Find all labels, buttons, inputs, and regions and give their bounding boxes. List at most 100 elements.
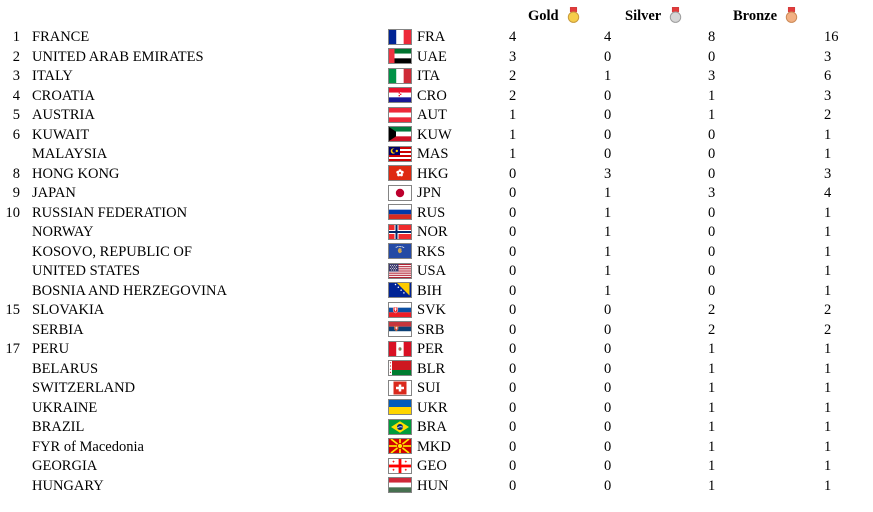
gold-cell: 0: [509, 399, 517, 416]
code-cell: UKR: [417, 399, 448, 416]
rank-cell: 2: [12, 48, 20, 65]
code-cell: RUS: [417, 204, 446, 221]
flag-peru-icon: [388, 340, 412, 357]
code-cell: JPN: [417, 185, 442, 201]
silver-cell: 1: [604, 204, 612, 221]
silver-cell: 0: [604, 126, 612, 143]
bronze-cell: 0: [708, 146, 716, 162]
rank-cell: [0, 282, 24, 302]
gold-cell: 1: [509, 107, 517, 123]
gold-cell: 0: [509, 321, 517, 338]
bronze-cell: 0: [708, 282, 716, 299]
rank-cell: 4: [12, 87, 20, 104]
code-cell: USA: [417, 263, 447, 279]
table-row: FYR of Macedonia MKD 0 0 1 1: [0, 438, 873, 458]
flag-united-arab-emirates-icon: [388, 48, 412, 65]
country-cell: SWITZERLAND: [32, 380, 136, 396]
silver-cell: 0: [604, 419, 612, 435]
rank-cell: 3: [12, 68, 20, 84]
flag-cell: [388, 106, 414, 126]
bronze-cell: 0: [708, 126, 716, 143]
flag-united-states-icon: [388, 262, 412, 279]
gold-cell: 0: [509, 380, 517, 396]
country-cell: FRANCE: [32, 29, 90, 45]
flag-cell: [388, 438, 414, 458]
flag-italy-icon: [388, 67, 412, 84]
total-cell: 1: [824, 146, 832, 162]
silver-cell: 0: [604, 399, 612, 416]
code-header: [414, 3, 508, 28]
rank-cell: 17: [5, 341, 21, 357]
silver-cell: 1: [604, 282, 612, 299]
rank-cell: 1: [12, 29, 20, 45]
country-cell: HONG KONG: [32, 165, 120, 182]
country-cell: MALAYSIA: [32, 146, 108, 162]
silver-cell: 0: [604, 458, 612, 474]
table-row: 3 ITALY ITA 2 1 3 6: [0, 67, 873, 87]
table-row: GEORGIA GEO 0 0 1 1: [0, 457, 873, 477]
gold-cell: 3: [509, 48, 517, 65]
country-cell: KOSOVO, REPUBLIC OF: [32, 243, 192, 260]
bronze-cell: 3: [708, 185, 716, 201]
rank-cell: [0, 145, 24, 165]
gold-cell: 0: [509, 165, 517, 182]
country-cell: BRAZIL: [32, 419, 85, 435]
flag-cell: [388, 48, 414, 68]
medal-table: Gold Silver Bronze 1 FRANCE FRA 4 4 8 16 2 UNITE…: [0, 3, 873, 496]
code-cell: SVK: [417, 302, 447, 318]
rank-header: [0, 3, 24, 28]
bronze-cell: 1: [708, 360, 716, 377]
rank-cell: [0, 321, 24, 341]
flag-switzerland-icon: [388, 379, 412, 396]
silver-header-label: Silver: [625, 7, 662, 24]
bronze-header-label: Bronze: [733, 7, 778, 24]
code-cell: KUW: [417, 126, 452, 143]
rank-cell: [0, 399, 24, 419]
bronze-cell: 1: [708, 438, 716, 455]
country-cell: CROATIA: [32, 87, 95, 104]
gold-cell: 0: [509, 185, 517, 201]
gold-medal-icon: [566, 6, 581, 23]
bronze-header: Bronze: [707, 3, 823, 28]
flag-slovakia-icon: [388, 301, 412, 318]
table-row: MALAYSIA MAS 1 0 0 1: [0, 145, 873, 165]
total-cell: 1: [824, 263, 832, 279]
total-cell: 1: [824, 399, 832, 416]
header-row: Gold Silver Bronze: [0, 3, 873, 28]
total-cell: 16: [824, 29, 839, 45]
flag-cell: [388, 87, 414, 107]
table-row: BRAZIL BRA 0 0 1 1: [0, 418, 873, 438]
flag-cell: [388, 360, 414, 380]
flag-cell: [388, 301, 414, 321]
total-cell: 1: [824, 380, 832, 396]
gold-cell: 0: [509, 438, 517, 455]
flag-japan-icon: [388, 184, 412, 201]
gold-cell: 0: [509, 282, 517, 299]
flag-cell: [388, 262, 414, 282]
rank-cell: 8: [12, 165, 20, 182]
silver-cell: 0: [604, 146, 612, 162]
gold-cell: 0: [509, 243, 517, 260]
gold-cell: 0: [509, 360, 517, 377]
silver-cell: 0: [604, 380, 612, 396]
gold-cell: 0: [509, 458, 517, 474]
table-row: UNITED STATES USA 0 1 0 1: [0, 262, 873, 282]
table-row: NORWAY NOR 0 1 0 1: [0, 223, 873, 243]
country-cell: ITALY: [32, 68, 73, 84]
flag-cell: [388, 340, 414, 360]
flag-brazil-icon: [388, 418, 412, 435]
bronze-cell: 2: [708, 302, 716, 318]
silver-cell: 0: [604, 438, 612, 455]
table-row: SWITZERLAND SUI 0 0 1 1: [0, 379, 873, 399]
silver-medal-icon: [668, 6, 683, 23]
bronze-cell: 1: [708, 380, 716, 396]
silver-cell: 3: [604, 165, 612, 182]
country-cell: JAPAN: [32, 185, 76, 201]
flag-france-icon: [388, 28, 412, 45]
bronze-cell: 1: [708, 107, 716, 123]
silver-cell: 1: [604, 185, 612, 201]
flag-cell: [388, 223, 414, 243]
total-cell: 6: [824, 68, 832, 84]
country-cell: BOSNIA AND HERZEGOVINA: [32, 282, 227, 299]
flag-belarus-icon: [388, 360, 412, 377]
